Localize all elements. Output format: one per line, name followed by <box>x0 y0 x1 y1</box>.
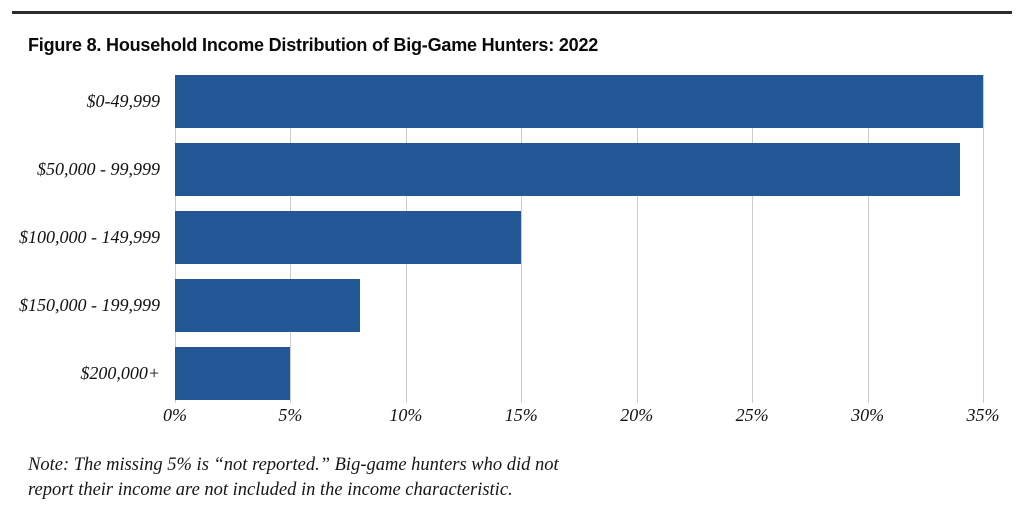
gridline <box>636 75 638 403</box>
bar <box>175 143 960 196</box>
x-tick-label: 25% <box>735 405 769 425</box>
top-rule <box>12 11 1012 14</box>
category-label: $50,000 - 99,999 <box>37 159 160 179</box>
gridline <box>521 75 523 403</box>
note-line: Note: The missing 5% is “not reported.” … <box>28 455 559 475</box>
x-axis: 0% 5% 10% 15% 20% 25% 30% 35% <box>0 403 1024 431</box>
category-label: $100,000 - 149,999 <box>19 227 160 247</box>
plot-area <box>175 75 990 403</box>
category-label: $0-49,999 <box>86 91 161 111</box>
gridline <box>983 75 984 403</box>
x-tick-label: 5% <box>278 405 303 425</box>
category-labels: $0-49,999 $50,000 - 99,999 $100,000 - 149,… <box>0 75 160 403</box>
bar <box>175 279 360 332</box>
category-label: $150,000 - 199,999 <box>19 295 160 315</box>
note-text: Note: The missing 5% is “not reported.” … <box>28 453 559 503</box>
category-label: $200,000+ <box>80 363 160 383</box>
bar <box>175 211 522 264</box>
x-tick-label: 35% <box>966 405 1000 425</box>
x-tick-label: 15% <box>504 405 538 425</box>
figure-title: Figure 8. Household Income Distribution … <box>28 35 599 55</box>
gridline <box>752 75 754 403</box>
bar <box>175 75 983 128</box>
x-tick-label: 0% <box>163 405 187 425</box>
x-tick-label: 20% <box>620 405 654 425</box>
x-tick-label: 10% <box>389 405 423 425</box>
bar <box>175 347 291 400</box>
x-tick-label: 30% <box>851 405 885 425</box>
gridline <box>867 75 869 403</box>
note-line: report their income are not included in … <box>28 480 513 500</box>
